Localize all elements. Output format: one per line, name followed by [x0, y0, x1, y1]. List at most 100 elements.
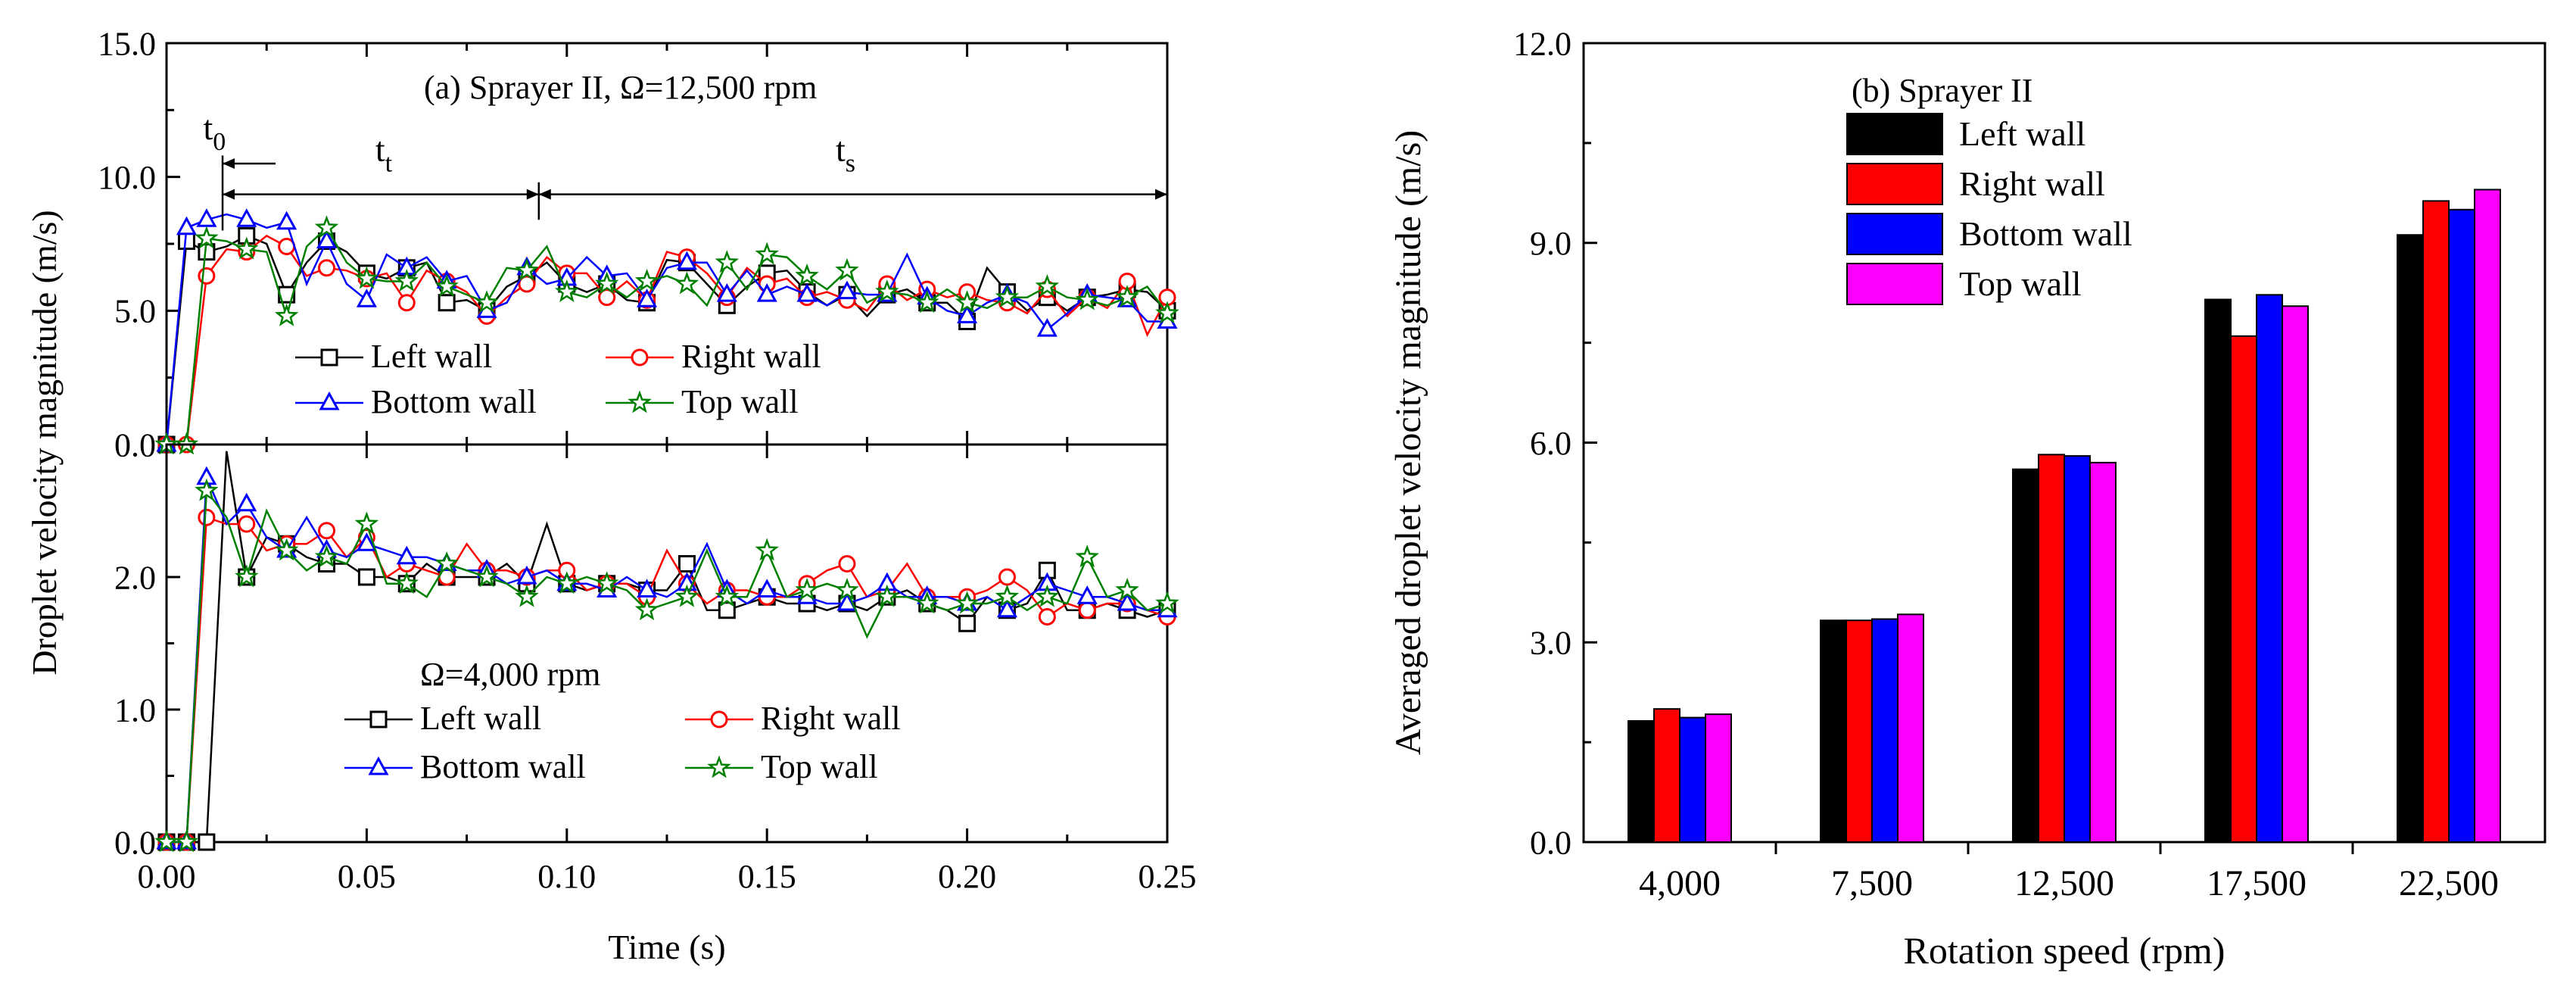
series-right-wall — [157, 508, 1176, 851]
bar-right-wall — [2422, 200, 2450, 843]
panel-title: (b) Sprayer II — [1852, 72, 2032, 109]
bar-right-wall — [2038, 454, 2065, 843]
legend-label: Bottom wall — [371, 383, 537, 420]
x-tick-label: 0.00 — [138, 858, 196, 895]
legend-label: Left wall — [420, 700, 541, 737]
legend-item-top-wall: Top wall — [1846, 263, 2082, 305]
y-tick-label: 3.0 — [1530, 625, 1571, 662]
data-point — [795, 263, 819, 286]
data-point — [394, 571, 419, 594]
data-point — [516, 565, 537, 585]
bar-top-wall — [2089, 461, 2117, 843]
legend-marker — [707, 755, 731, 778]
y-tick-label: 0.0 — [114, 824, 156, 861]
data-point — [314, 215, 339, 239]
bar-group-12500 — [2012, 454, 2117, 844]
arrowhead — [538, 189, 551, 200]
data-point — [1155, 591, 1179, 614]
data-point — [195, 478, 219, 501]
arrowhead — [223, 158, 235, 169]
data-point — [715, 250, 740, 273]
chart-b: 0.0 3.0 6.0 9.0 12.0 4,000 7,500 12,500 17,500 22… — [1388, 25, 2546, 972]
bar-bottom-wall — [2064, 455, 2091, 843]
data-point — [674, 271, 699, 295]
data-point — [198, 833, 216, 851]
bar-bottom-wall — [1871, 618, 1899, 844]
data-point — [274, 303, 299, 326]
data-point — [998, 568, 1016, 586]
annotation-main: t — [375, 129, 385, 168]
legend-swatch — [1846, 163, 1943, 205]
bar-right-wall — [1846, 619, 1873, 843]
bar-right-wall — [1653, 708, 1680, 844]
data-point — [154, 829, 179, 853]
legend-item-bottom-wall: Bottom wall — [344, 748, 586, 785]
data-point — [718, 601, 736, 619]
arrowhead — [526, 189, 539, 200]
series-line — [165, 213, 1167, 445]
series-left-wall — [157, 226, 1176, 454]
chart-a: 0.0 5.0 10.0 15.0 (a) Sprayer II, Ω=12,500 r… — [25, 25, 1197, 966]
series-bottom-wall — [156, 208, 1178, 452]
data-point — [875, 279, 899, 302]
bar-bottom-wall — [2256, 294, 2283, 843]
data-point — [1035, 273, 1060, 297]
bar-left-wall — [2204, 298, 2232, 843]
data-point — [397, 294, 416, 312]
legend-marker — [369, 710, 388, 728]
data-point — [915, 290, 939, 314]
series-bottom-wall — [156, 466, 1178, 850]
data-point — [1075, 544, 1099, 568]
y-tick-label: 5.0 — [114, 293, 156, 330]
legend-marker — [368, 756, 389, 775]
data-point — [316, 229, 338, 248]
y-tick-label: 15.0 — [98, 25, 156, 62]
data-point — [235, 236, 259, 260]
data-point — [1075, 287, 1099, 310]
legend-marker — [320, 348, 338, 367]
x-axis-label: Time (s) — [608, 928, 726, 966]
data-point — [438, 294, 456, 312]
data-point — [396, 545, 417, 565]
data-point — [594, 571, 619, 594]
data-point — [198, 267, 216, 285]
bar-bottom-wall — [2448, 208, 2475, 843]
legend-swatch — [1846, 113, 1943, 155]
data-point — [196, 208, 217, 227]
data-point — [955, 290, 980, 314]
series-left-wall — [157, 451, 1176, 851]
y-tick-label: 9.0 — [1530, 225, 1571, 262]
x-tick-label: 0.15 — [738, 858, 796, 895]
x-tick-label: 4,000 — [1639, 863, 1721, 903]
annotation-label: t0 — [203, 108, 226, 156]
data-point — [637, 579, 658, 597]
data-point — [195, 226, 219, 249]
data-point — [958, 614, 977, 632]
series-line — [167, 516, 1168, 844]
x-tick-label: 22,500 — [2399, 863, 2499, 903]
x-tick-label: 0.10 — [537, 858, 596, 895]
subplot-title: Ω=4,000 rpm — [420, 656, 600, 693]
arrowhead — [223, 189, 235, 200]
annotation-label: ts — [836, 129, 855, 177]
legend-item-right-wall: Right wall — [685, 700, 901, 737]
data-point — [518, 275, 536, 293]
legend-label: Right wall — [761, 700, 901, 737]
x-axis-label: Rotation speed (rpm) — [1904, 929, 2226, 972]
data-point — [318, 259, 336, 277]
data-point — [756, 579, 777, 597]
series-line — [167, 226, 1169, 446]
legend-label: Right wall — [1959, 164, 2105, 203]
y-tick-label: 10.0 — [98, 159, 156, 196]
bar-group-7500 — [1820, 613, 1924, 844]
data-point — [795, 577, 819, 601]
data-point — [634, 268, 659, 292]
legend-marker — [319, 391, 340, 410]
data-point — [835, 577, 859, 601]
legend-swatch — [1846, 263, 1943, 305]
series-line — [167, 477, 1167, 844]
x-tick-label: 0.05 — [338, 858, 396, 895]
x-tick-label: 7,500 — [1831, 863, 1913, 903]
data-point — [356, 532, 377, 551]
